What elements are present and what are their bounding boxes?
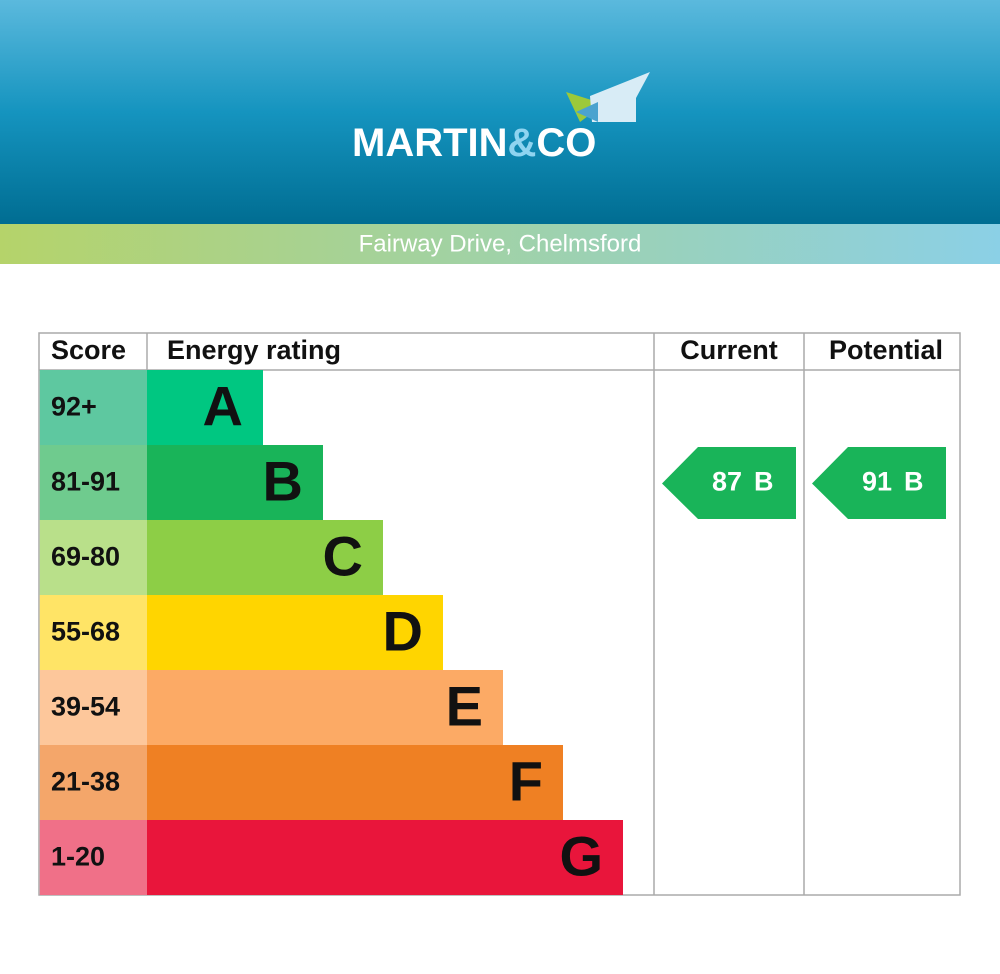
address: Fairway Drive, Chelmsford (359, 230, 642, 257)
rating-bar (147, 745, 563, 820)
arrow-letter: B (904, 467, 924, 497)
address-band (0, 224, 1000, 264)
column-header: Score (51, 335, 126, 365)
rating-bar (147, 445, 323, 520)
rating-bar (147, 820, 623, 895)
brand-part: MARTIN (352, 121, 508, 165)
arrow-letter: B (754, 467, 774, 497)
rating-bar (147, 595, 443, 670)
score-cell (39, 370, 147, 445)
arrow-value: 91 (862, 467, 892, 497)
logo-icon (566, 72, 650, 122)
rating-letter: F (509, 749, 543, 812)
score-label: 55-68 (51, 617, 120, 647)
score-label: 1-20 (51, 842, 105, 872)
header-background (0, 0, 1000, 224)
rating-letter: C (323, 524, 363, 587)
rating-letter: G (559, 824, 603, 887)
column-header: Current (680, 335, 778, 365)
brand: MARTIN&CO (352, 121, 596, 165)
score-label: 69-80 (51, 542, 120, 572)
brand-part: & (508, 121, 537, 165)
rating-bar (147, 670, 503, 745)
score-label: 21-38 (51, 767, 120, 797)
score-label: 39-54 (51, 692, 120, 722)
rating-letter: A (203, 374, 243, 437)
arrow-value: 87 (712, 467, 742, 497)
rating-arrow (662, 447, 796, 519)
rating-bar (147, 370, 263, 445)
score-cell (39, 445, 147, 520)
score-cell (39, 595, 147, 670)
rating-letter: D (383, 599, 423, 662)
score-cell (39, 745, 147, 820)
rating-bar (147, 520, 383, 595)
rating-letter: B (263, 449, 303, 512)
rating-letter: E (446, 674, 483, 737)
column-header: Energy rating (167, 335, 341, 365)
epc-table: Score Energy rating Current Potential (38, 332, 961, 896)
score-label: 92+ (51, 392, 97, 422)
score-cell (39, 670, 147, 745)
brand-part: CO (536, 121, 596, 165)
score-label: 81-91 (51, 467, 120, 497)
rating-arrow (812, 447, 946, 519)
score-cell (39, 520, 147, 595)
score-cell (39, 820, 147, 895)
column-header: Potential (829, 335, 943, 365)
